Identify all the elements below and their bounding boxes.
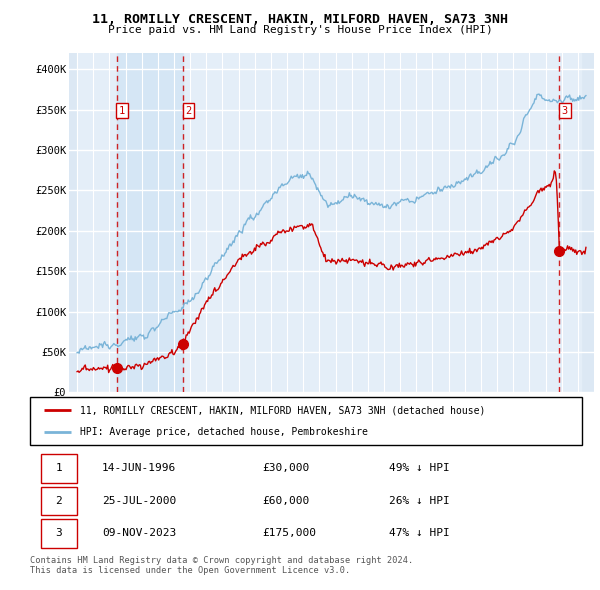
FancyBboxPatch shape: [41, 487, 77, 515]
Text: 11, ROMILLY CRESCENT, HAKIN, MILFORD HAVEN, SA73 3NH: 11, ROMILLY CRESCENT, HAKIN, MILFORD HAV…: [92, 13, 508, 26]
FancyBboxPatch shape: [41, 454, 77, 483]
Text: 1: 1: [119, 106, 125, 116]
Text: HPI: Average price, detached house, Pembrokeshire: HPI: Average price, detached house, Pemb…: [80, 427, 368, 437]
Text: £30,000: £30,000: [262, 463, 309, 473]
Text: 2: 2: [56, 496, 62, 506]
Text: 3: 3: [56, 529, 62, 539]
Text: £175,000: £175,000: [262, 529, 316, 539]
Text: 2: 2: [185, 106, 192, 116]
Text: 25-JUL-2000: 25-JUL-2000: [102, 496, 176, 506]
Text: 14-JUN-1996: 14-JUN-1996: [102, 463, 176, 473]
Bar: [69, 53, 77, 392]
Text: 1: 1: [56, 463, 62, 473]
Text: Contains HM Land Registry data © Crown copyright and database right 2024.
This d: Contains HM Land Registry data © Crown c…: [30, 556, 413, 575]
Text: Price paid vs. HM Land Registry's House Price Index (HPI): Price paid vs. HM Land Registry's House …: [107, 25, 493, 35]
Text: 3: 3: [562, 106, 568, 116]
Bar: [77, 53, 581, 392]
Text: 26% ↓ HPI: 26% ↓ HPI: [389, 496, 449, 506]
Text: 47% ↓ HPI: 47% ↓ HPI: [389, 529, 449, 539]
FancyBboxPatch shape: [41, 519, 77, 548]
Bar: [116, 53, 183, 392]
Text: 09-NOV-2023: 09-NOV-2023: [102, 529, 176, 539]
Text: 49% ↓ HPI: 49% ↓ HPI: [389, 463, 449, 473]
Bar: [581, 53, 594, 392]
Text: 11, ROMILLY CRESCENT, HAKIN, MILFORD HAVEN, SA73 3NH (detached house): 11, ROMILLY CRESCENT, HAKIN, MILFORD HAV…: [80, 405, 485, 415]
Text: £60,000: £60,000: [262, 496, 309, 506]
FancyBboxPatch shape: [30, 397, 582, 445]
